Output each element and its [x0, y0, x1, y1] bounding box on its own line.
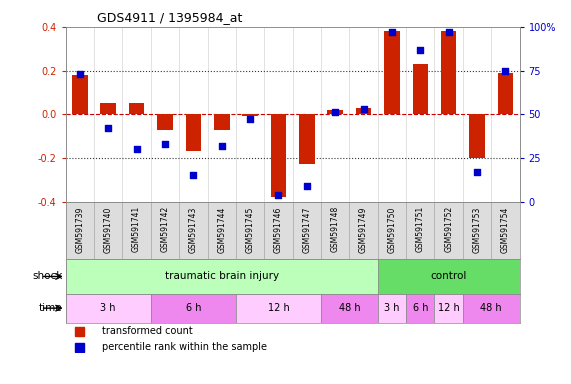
Bar	[66, 259, 378, 294]
Bar	[264, 202, 292, 259]
Bar	[321, 294, 378, 323]
Point	[416, 46, 425, 53]
Text: GSM591748: GSM591748	[331, 206, 340, 252]
Bar	[299, 114, 315, 164]
Point	[472, 169, 481, 175]
Text: percentile rank within the sample: percentile rank within the sample	[102, 341, 267, 351]
Bar	[72, 75, 88, 114]
Point	[359, 106, 368, 112]
Text: GSM591749: GSM591749	[359, 206, 368, 253]
Text: 3 h: 3 h	[100, 303, 116, 313]
Bar	[214, 114, 230, 129]
Point	[217, 142, 226, 149]
Point	[501, 68, 510, 74]
Point	[132, 146, 141, 152]
Bar	[356, 108, 371, 114]
Bar	[293, 202, 321, 259]
Text: 6 h: 6 h	[413, 303, 428, 313]
Bar	[384, 31, 400, 114]
Bar	[497, 73, 513, 114]
Point	[444, 29, 453, 35]
Point	[246, 116, 255, 122]
Text: GSM591750: GSM591750	[388, 206, 396, 253]
Text: GSM591742: GSM591742	[160, 206, 170, 252]
Text: GDS4911 / 1395984_at: GDS4911 / 1395984_at	[98, 11, 243, 24]
Point	[274, 192, 283, 198]
Text: GSM591739: GSM591739	[75, 206, 85, 253]
Bar	[100, 103, 116, 114]
Point	[302, 183, 311, 189]
Text: transformed count: transformed count	[102, 326, 193, 336]
Bar	[186, 114, 201, 151]
Point	[160, 141, 170, 147]
Bar	[271, 114, 286, 197]
Bar	[463, 202, 491, 259]
Point	[331, 109, 340, 116]
Bar	[242, 114, 258, 116]
Text: GSM591747: GSM591747	[302, 206, 311, 253]
Bar	[349, 202, 378, 259]
Text: traumatic brain injury: traumatic brain injury	[164, 271, 279, 281]
Point	[104, 125, 113, 131]
Text: GSM591744: GSM591744	[217, 206, 226, 253]
Bar	[75, 343, 85, 352]
Text: control: control	[431, 271, 467, 281]
Text: GSM591745: GSM591745	[246, 206, 255, 253]
Bar	[327, 110, 343, 114]
Bar	[321, 202, 349, 259]
Bar	[378, 202, 406, 259]
Text: 12 h: 12 h	[268, 303, 289, 313]
Bar	[435, 202, 463, 259]
Text: GSM591753: GSM591753	[473, 206, 481, 253]
Point	[75, 71, 85, 77]
Bar	[129, 103, 144, 114]
Bar	[491, 202, 520, 259]
Bar	[75, 327, 85, 336]
Bar	[179, 202, 207, 259]
Bar	[412, 64, 428, 114]
Bar	[236, 202, 264, 259]
Bar	[66, 202, 94, 259]
Bar	[406, 202, 435, 259]
Text: GSM591746: GSM591746	[274, 206, 283, 253]
Bar	[151, 202, 179, 259]
Text: 12 h: 12 h	[438, 303, 460, 313]
Text: 48 h: 48 h	[480, 303, 502, 313]
Text: 48 h: 48 h	[339, 303, 360, 313]
Text: shock: shock	[33, 271, 63, 281]
Text: GSM591752: GSM591752	[444, 206, 453, 252]
Bar	[378, 294, 406, 323]
Text: GSM591741: GSM591741	[132, 206, 141, 252]
Bar	[406, 294, 435, 323]
Point	[387, 29, 396, 35]
Bar	[151, 294, 236, 323]
Text: GSM591743: GSM591743	[189, 206, 198, 253]
Text: GSM591754: GSM591754	[501, 206, 510, 253]
Bar	[469, 114, 485, 158]
Text: GSM591751: GSM591751	[416, 206, 425, 252]
Bar	[236, 294, 321, 323]
Text: 3 h: 3 h	[384, 303, 400, 313]
Text: GSM591740: GSM591740	[104, 206, 112, 253]
Bar	[435, 294, 463, 323]
Bar	[157, 114, 173, 129]
Bar	[463, 294, 520, 323]
Text: time: time	[39, 303, 63, 313]
Bar	[207, 202, 236, 259]
Text: 6 h: 6 h	[186, 303, 201, 313]
Bar	[122, 202, 151, 259]
Bar	[378, 259, 520, 294]
Bar	[94, 202, 122, 259]
Bar	[441, 31, 456, 114]
Point	[189, 172, 198, 179]
Bar	[66, 294, 151, 323]
